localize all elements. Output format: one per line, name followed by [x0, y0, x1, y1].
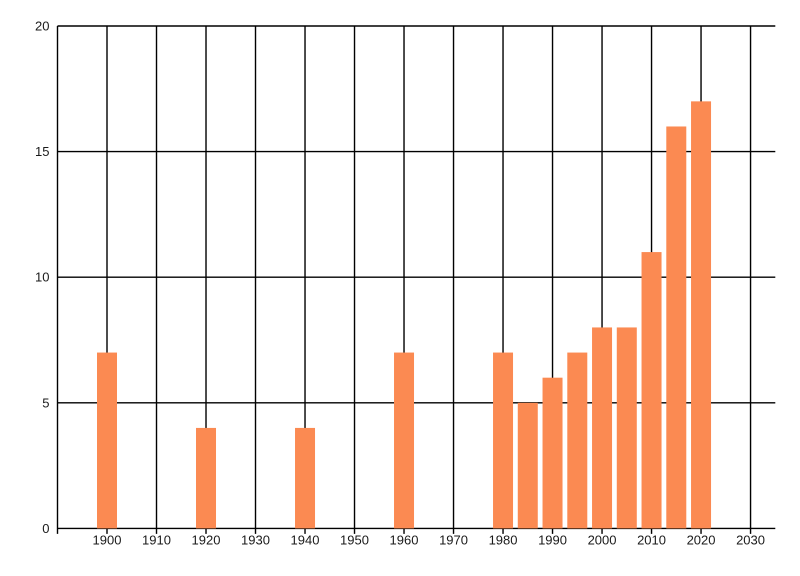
svg-text:1930: 1930 — [241, 532, 270, 547]
svg-text:15: 15 — [35, 144, 49, 159]
svg-text:20: 20 — [35, 19, 49, 34]
svg-text:1910: 1910 — [142, 532, 171, 547]
svg-text:0: 0 — [42, 521, 49, 536]
svg-text:2010: 2010 — [637, 532, 666, 547]
svg-text:5: 5 — [42, 395, 49, 410]
svg-text:1960: 1960 — [390, 532, 419, 547]
svg-text:1950: 1950 — [340, 532, 369, 547]
svg-text:1900: 1900 — [93, 532, 122, 547]
svg-text:2000: 2000 — [588, 532, 617, 547]
svg-text:1980: 1980 — [489, 532, 518, 547]
svg-text:1920: 1920 — [192, 532, 221, 547]
svg-text:1970: 1970 — [439, 532, 468, 547]
svg-text:10: 10 — [35, 270, 49, 285]
svg-text:2030: 2030 — [736, 532, 765, 547]
svg-text:2020: 2020 — [687, 532, 716, 547]
svg-text:1990: 1990 — [538, 532, 567, 547]
svg-text:1940: 1940 — [291, 532, 320, 547]
